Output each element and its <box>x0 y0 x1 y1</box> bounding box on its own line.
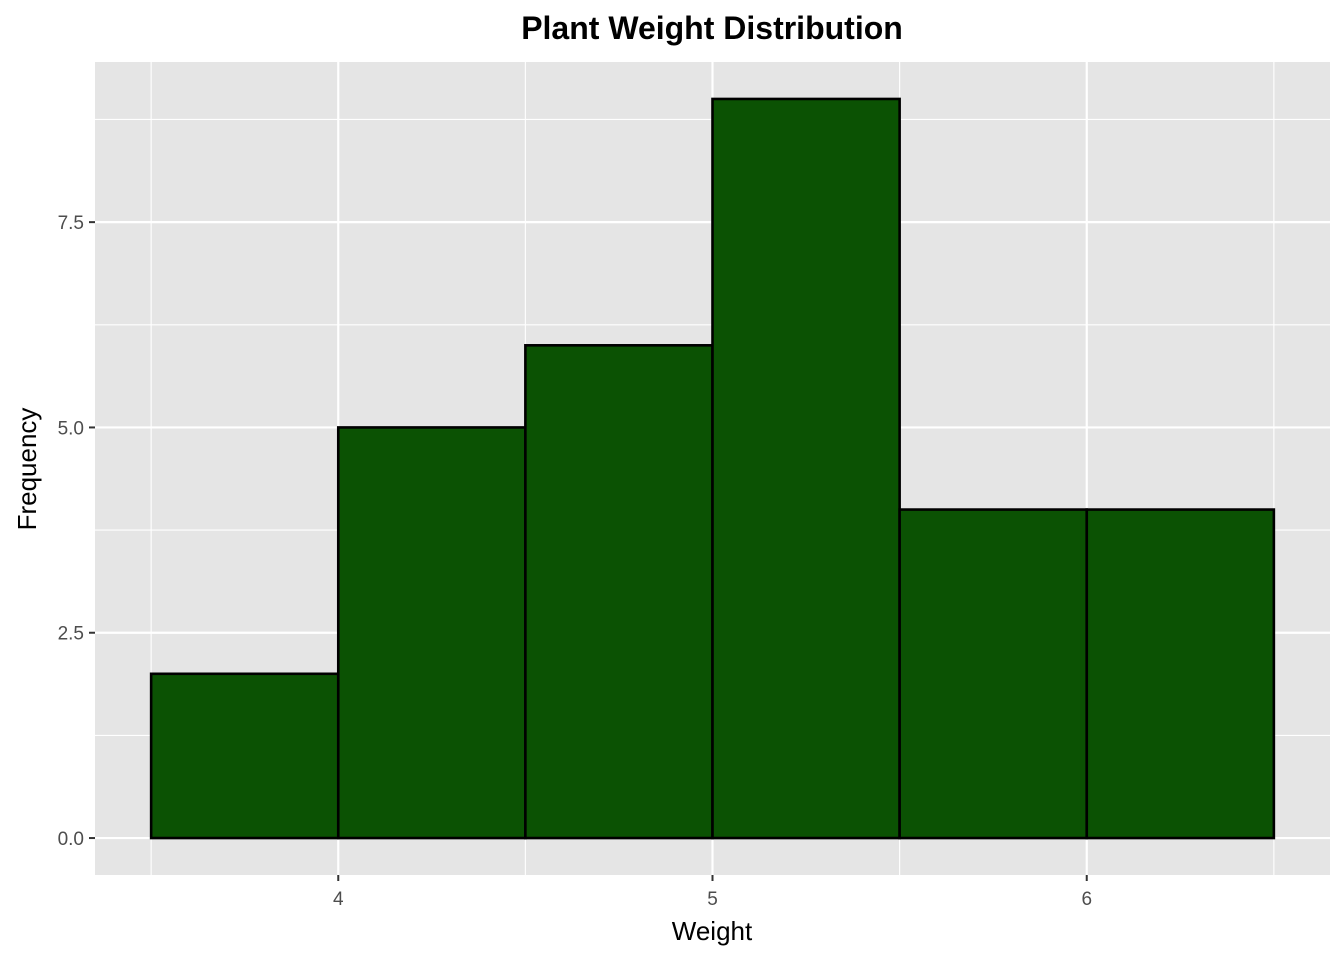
histogram-bar <box>336 426 527 840</box>
histogram-bar <box>898 508 1089 840</box>
histogram-bar <box>711 97 901 840</box>
histogram-bar <box>1085 508 1276 840</box>
y-axis-ticks: 0.0 2.5 5.0 7.5 <box>58 213 95 850</box>
y-axis-title: Frequency <box>12 408 42 531</box>
y-tick-label: 5.0 <box>58 418 84 439</box>
x-tick-label: 4 <box>333 889 344 910</box>
bars <box>149 97 1276 840</box>
y-tick-label: 7.5 <box>58 213 84 234</box>
histogram-bar <box>149 672 340 840</box>
y-tick-label: 0.0 <box>58 829 84 850</box>
x-axis-ticks: 4 5 6 <box>333 875 1092 910</box>
x-tick-label: 6 <box>1081 889 1092 910</box>
x-tick-label: 5 <box>707 889 718 910</box>
y-tick-label: 2.5 <box>58 624 84 645</box>
histogram-bar <box>524 344 714 840</box>
x-axis-title: Weight <box>672 916 753 946</box>
chart-title: Plant Weight Distribution <box>521 10 903 46</box>
